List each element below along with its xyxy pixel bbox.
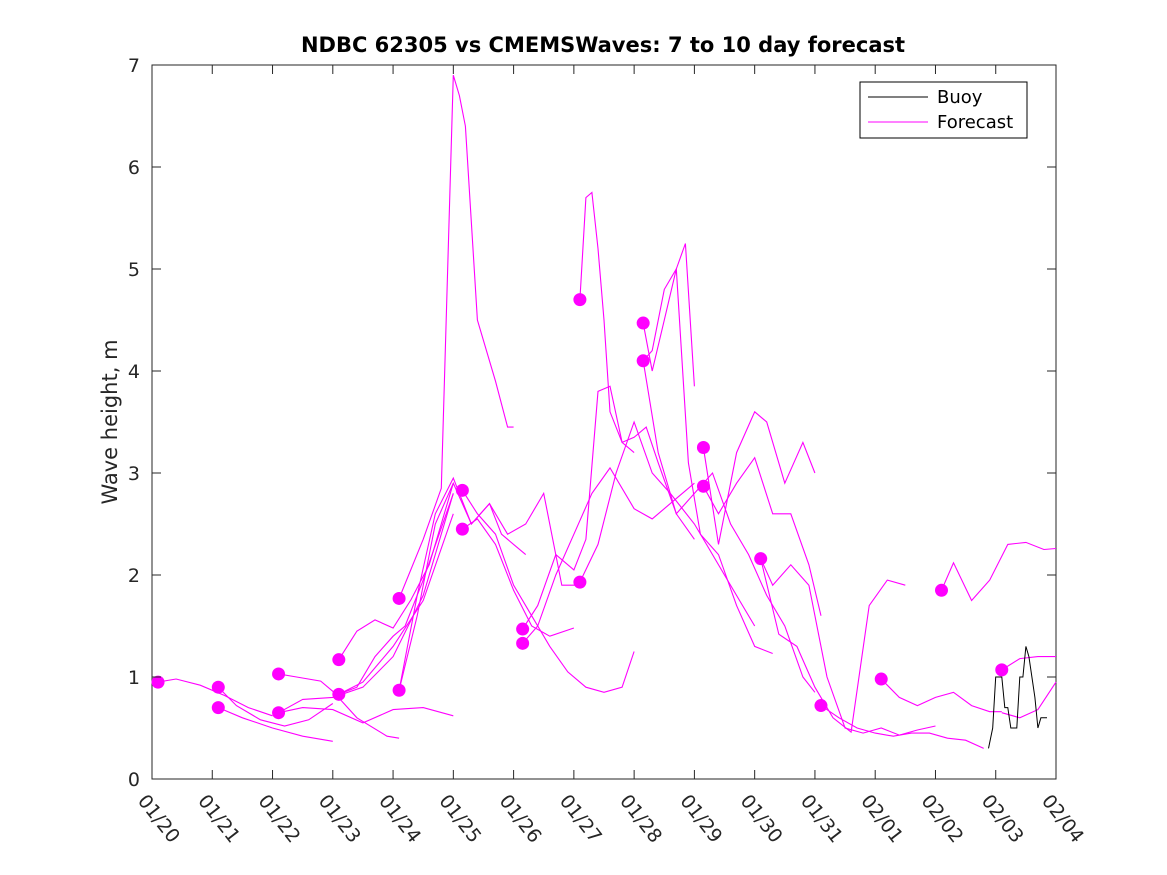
- x-tick-label-01-24: 01/24: [374, 791, 425, 848]
- forecast-line-22: [702, 410, 816, 545]
- forecast-start-marker-8: [392, 591, 406, 605]
- forecast-line-30: [1001, 681, 1057, 719]
- y-tick-label-7: 7: [128, 55, 140, 77]
- x-tick-label-01-22: 01/22: [254, 791, 305, 848]
- x-tick-label-01-21: 01/21: [193, 791, 244, 848]
- forecast-line-10: [398, 75, 514, 599]
- forecast-line-26: [820, 705, 984, 749]
- forecast-start-marker-14: [573, 293, 587, 307]
- y-tick-label-3: 3: [128, 463, 140, 485]
- x-tick-label-01-26: 01/26: [495, 791, 546, 848]
- forecast-line-17: [579, 191, 635, 454]
- x-tick-label-02-03: 02/03: [977, 791, 1028, 848]
- forecast-start-marker-1: [151, 675, 165, 689]
- forecast-line-14: [462, 518, 575, 637]
- forecast-start-marker-23: [934, 583, 948, 597]
- forecast-start-marker-13: [516, 636, 530, 650]
- forecast-start-marker-19: [696, 479, 710, 493]
- forecast-start-marker-5: [272, 706, 286, 720]
- forecast-line-5: [278, 707, 454, 724]
- buoy-line: [988, 646, 1047, 749]
- x-tick-label-01-27: 01/27: [555, 791, 606, 848]
- forecast-start-marker-16: [636, 316, 650, 330]
- legend-forecast-label: Forecast: [937, 112, 1013, 133]
- forecast-line-9: [338, 513, 454, 695]
- forecast-start-marker-15: [573, 575, 587, 589]
- x-tick-label-01-31: 01/31: [796, 791, 847, 848]
- forecast-line-13: [461, 490, 635, 693]
- forecast-line-1: [157, 678, 273, 717]
- forecast-line-20: [642, 267, 773, 655]
- forecast-line-2: [217, 686, 334, 727]
- y-tick-label-0: 0: [128, 769, 140, 791]
- y-tick-label-1: 1: [128, 667, 140, 689]
- forecast-line-15: [522, 385, 695, 630]
- forecast-line-27: [880, 678, 1002, 713]
- y-tick-label-5: 5: [128, 259, 140, 281]
- x-tick-label-02-04: 02/04: [1037, 791, 1088, 848]
- forecast-start-marker-6: [332, 653, 346, 667]
- forecast-line-12: [398, 476, 580, 691]
- x-tick-label-02-01: 02/01: [856, 791, 907, 848]
- forecast-line-3: [218, 707, 333, 742]
- chart-title: NDBC 62305 vs CMEMSWaves: 7 to 10 day fo…: [301, 33, 905, 57]
- forecast-start-marker-9: [392, 683, 406, 697]
- forecast-line-8: [338, 493, 454, 695]
- forecast-start-marker-2: [211, 680, 225, 694]
- x-tick-label-01-23: 01/23: [314, 791, 365, 848]
- x-tick-label-01-29: 01/29: [675, 791, 726, 848]
- forecast-line-4: [278, 673, 400, 739]
- forecast-start-marker-11: [455, 522, 469, 536]
- legend-buoy-label: Buoy: [937, 87, 983, 108]
- forecast-start-marker-12: [516, 622, 530, 636]
- x-tick-label-02-02: 02/02: [917, 791, 968, 848]
- forecast-line-7: [338, 483, 454, 660]
- x-tick-label-01-30: 01/30: [736, 791, 787, 848]
- y-tick-label-4: 4: [128, 361, 140, 383]
- forecast-start-marker-17: [636, 354, 650, 368]
- forecast-line-19: [642, 243, 695, 387]
- forecast-line-16: [522, 466, 695, 644]
- forecast-line-6: [278, 493, 454, 714]
- forecast-start-marker-10: [455, 483, 469, 497]
- forecast-start-marker-7: [332, 687, 346, 701]
- y-tick-label-2: 2: [128, 565, 140, 587]
- forecast-start-marker-24: [995, 663, 1009, 677]
- y-axis-label: Wave height, m: [98, 339, 122, 504]
- forecast-start-marker-21: [814, 699, 828, 713]
- x-tick-label-01-20: 01/20: [133, 791, 184, 848]
- x-tick-label-01-28: 01/28: [615, 791, 666, 848]
- forecast-line-21: [642, 360, 816, 693]
- forecast-line-23: [702, 456, 822, 616]
- forecast-start-marker-4: [272, 667, 286, 681]
- forecast-start-marker-22: [874, 672, 888, 686]
- series-layer: [151, 75, 1057, 749]
- forecast-start-marker-18: [696, 441, 710, 454]
- forecast-start-marker-20: [754, 552, 768, 566]
- forecast-line-28: [940, 541, 1057, 602]
- forecast-line-25: [760, 558, 906, 734]
- legend-box: [859, 81, 1028, 139]
- plot-area: [151, 64, 1057, 780]
- legend: Buoy Forecast: [859, 81, 1028, 139]
- y-tick-label-6: 6: [128, 157, 140, 179]
- forecast-start-marker-3: [211, 701, 225, 715]
- x-tick-label-01-25: 01/25: [434, 791, 485, 848]
